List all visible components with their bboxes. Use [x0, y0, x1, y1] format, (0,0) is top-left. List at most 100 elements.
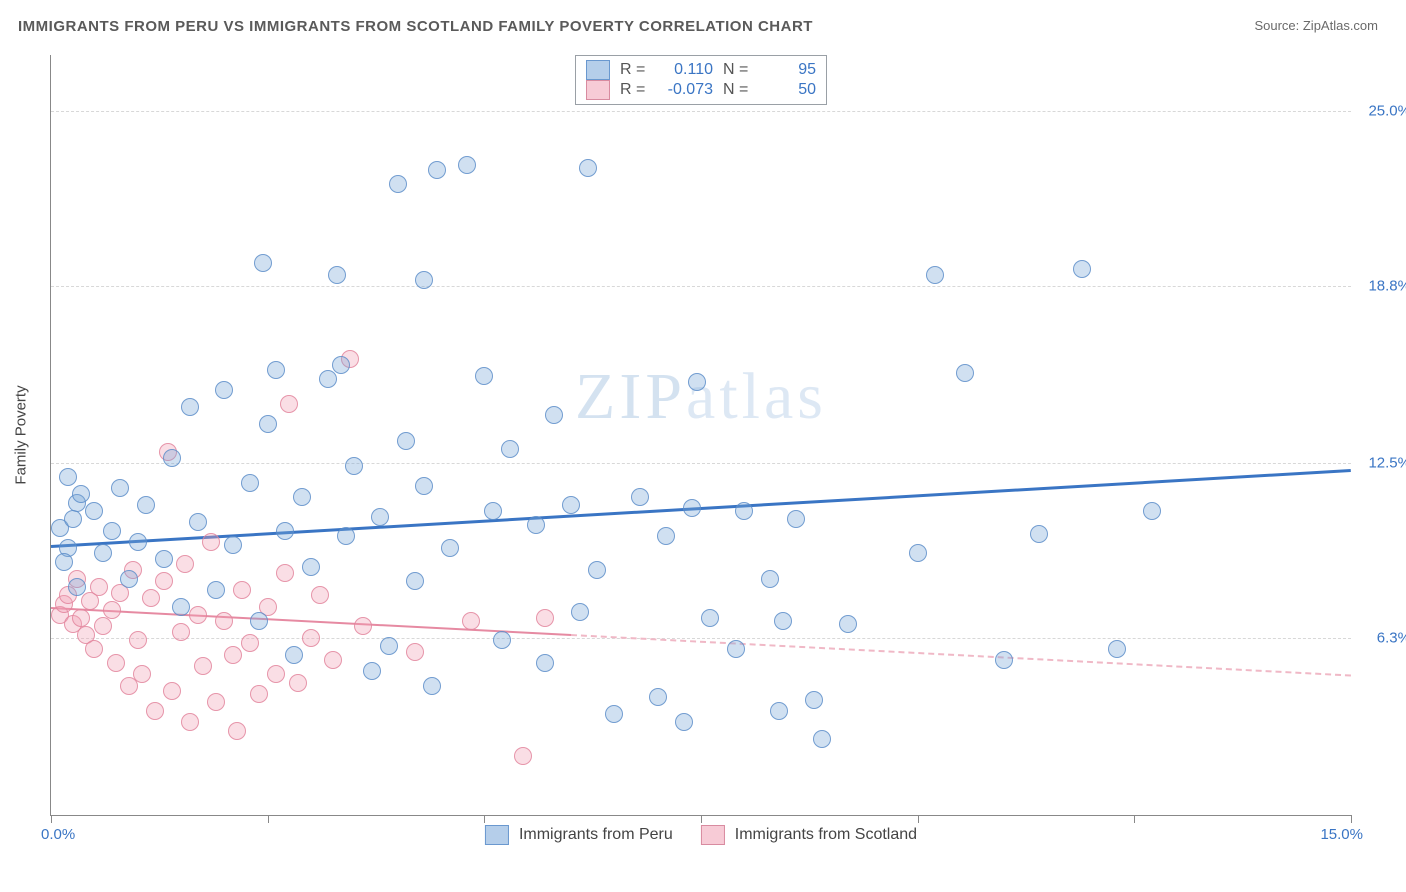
data-point-peru [458, 156, 476, 174]
data-point-scotland [276, 564, 294, 582]
data-point-peru [415, 271, 433, 289]
x-tick [701, 815, 702, 823]
data-point-scotland [90, 578, 108, 596]
data-point-peru [774, 612, 792, 630]
source-link[interactable]: ZipAtlas.com [1303, 18, 1378, 33]
source-prefix: Source: [1254, 18, 1302, 33]
data-point-scotland [311, 586, 329, 604]
data-point-peru [909, 544, 927, 562]
data-point-peru [761, 570, 779, 588]
data-point-peru [72, 485, 90, 503]
n-label: N = [723, 61, 751, 79]
data-point-peru [675, 713, 693, 731]
r-label: R = [620, 81, 648, 99]
data-point-peru [805, 691, 823, 709]
data-point-peru [380, 637, 398, 655]
data-point-scotland [133, 665, 151, 683]
data-point-scotland [228, 722, 246, 740]
data-point-scotland [233, 581, 251, 599]
x-tick [1351, 815, 1352, 823]
y-tick-label: 6.3% [1377, 629, 1406, 646]
n-value-peru: 95 [761, 61, 816, 79]
data-point-peru [371, 508, 389, 526]
data-point-scotland [354, 617, 372, 635]
data-point-peru [1030, 525, 1048, 543]
data-point-scotland [462, 612, 480, 630]
data-point-scotland [103, 601, 121, 619]
data-point-scotland [207, 693, 225, 711]
data-point-peru [813, 730, 831, 748]
data-point-peru [172, 598, 190, 616]
data-point-scotland [155, 572, 173, 590]
swatch-icon [586, 80, 610, 100]
data-point-peru [111, 479, 129, 497]
gridline [51, 286, 1351, 287]
data-point-peru [441, 539, 459, 557]
x-tick [51, 815, 52, 823]
data-point-peru [328, 266, 346, 284]
r-label: R = [620, 61, 648, 79]
data-point-peru [259, 415, 277, 433]
data-point-peru [605, 705, 623, 723]
data-point-scotland [215, 612, 233, 630]
data-point-peru [276, 522, 294, 540]
data-point-peru [995, 651, 1013, 669]
gridline [51, 111, 1351, 112]
data-point-peru [241, 474, 259, 492]
x-axis-min-label: 0.0% [41, 826, 75, 843]
data-point-scotland [94, 617, 112, 635]
data-point-scotland [302, 629, 320, 647]
data-point-peru [956, 364, 974, 382]
data-point-scotland [172, 623, 190, 641]
data-point-peru [250, 612, 268, 630]
data-point-peru [735, 502, 753, 520]
data-point-peru [727, 640, 745, 658]
legend-item-scotland: Immigrants from Scotland [701, 825, 917, 845]
legend-item-peru: Immigrants from Peru [485, 825, 673, 845]
data-point-scotland [142, 589, 160, 607]
swatch-icon [485, 825, 509, 845]
data-point-peru [1108, 640, 1126, 658]
correlation-legend: R = 0.110 N = 95 R = -0.073 N = 50 [575, 55, 827, 105]
data-point-scotland [536, 609, 554, 627]
data-point-peru [1073, 260, 1091, 278]
data-point-peru [428, 161, 446, 179]
n-label: N = [723, 81, 751, 99]
data-point-scotland [289, 674, 307, 692]
data-point-scotland [241, 634, 259, 652]
data-point-peru [285, 646, 303, 664]
source-attribution: Source: ZipAtlas.com [1254, 18, 1378, 33]
y-tick-label: 25.0% [1368, 103, 1406, 120]
data-point-scotland [176, 555, 194, 573]
data-point-peru [649, 688, 667, 706]
data-point-scotland [189, 606, 207, 624]
data-point-peru [129, 533, 147, 551]
data-point-scotland [163, 682, 181, 700]
data-point-peru [332, 356, 350, 374]
y-tick-label: 12.5% [1368, 455, 1406, 472]
data-point-scotland [146, 702, 164, 720]
data-point-peru [337, 527, 355, 545]
scatter-plot: ZIPatlas Family Poverty R = 0.110 N = 95… [50, 55, 1351, 816]
gridline [51, 463, 1351, 464]
data-point-peru [406, 572, 424, 590]
data-point-scotland [107, 654, 125, 672]
legend-label-scotland: Immigrants from Scotland [735, 826, 917, 844]
data-point-peru [688, 373, 706, 391]
data-point-peru [839, 615, 857, 633]
data-point-scotland [85, 640, 103, 658]
data-point-peru [94, 544, 112, 562]
data-point-peru [588, 561, 606, 579]
data-point-peru [545, 406, 563, 424]
data-point-peru [571, 603, 589, 621]
data-point-peru [319, 370, 337, 388]
data-point-scotland [224, 646, 242, 664]
watermark: ZIPatlas [575, 359, 827, 435]
data-point-peru [701, 609, 719, 627]
r-value-peru: 0.110 [658, 61, 713, 79]
data-point-scotland [280, 395, 298, 413]
r-value-scotland: -0.073 [658, 81, 713, 99]
data-point-peru [163, 449, 181, 467]
data-point-peru [484, 502, 502, 520]
data-point-peru [55, 553, 73, 571]
